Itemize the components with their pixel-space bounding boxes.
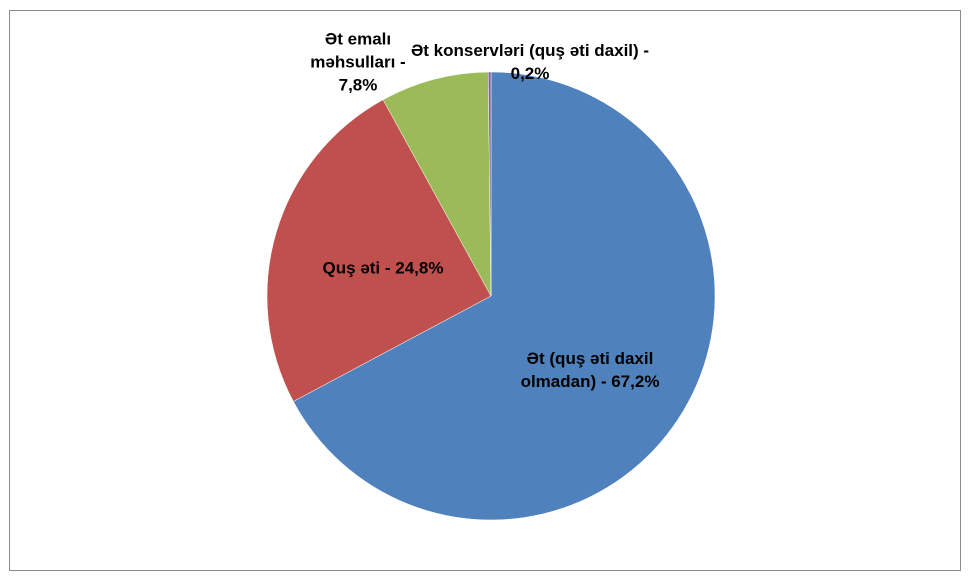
data-label: Ət konservləri (quş əti daxil) - 0,2% bbox=[410, 41, 650, 83]
pie-slice bbox=[382, 71, 492, 297]
pie-slice bbox=[266, 99, 492, 402]
pie-slice bbox=[293, 71, 716, 521]
data-label: Ət (quş əti daxil olmadan) - 67,2% bbox=[520, 349, 660, 391]
pie-slice bbox=[487, 71, 492, 297]
data-label: Ət emalı məhsulları - 7,8% bbox=[310, 29, 406, 95]
data-label: Quş əti - 24,8% bbox=[322, 258, 444, 278]
